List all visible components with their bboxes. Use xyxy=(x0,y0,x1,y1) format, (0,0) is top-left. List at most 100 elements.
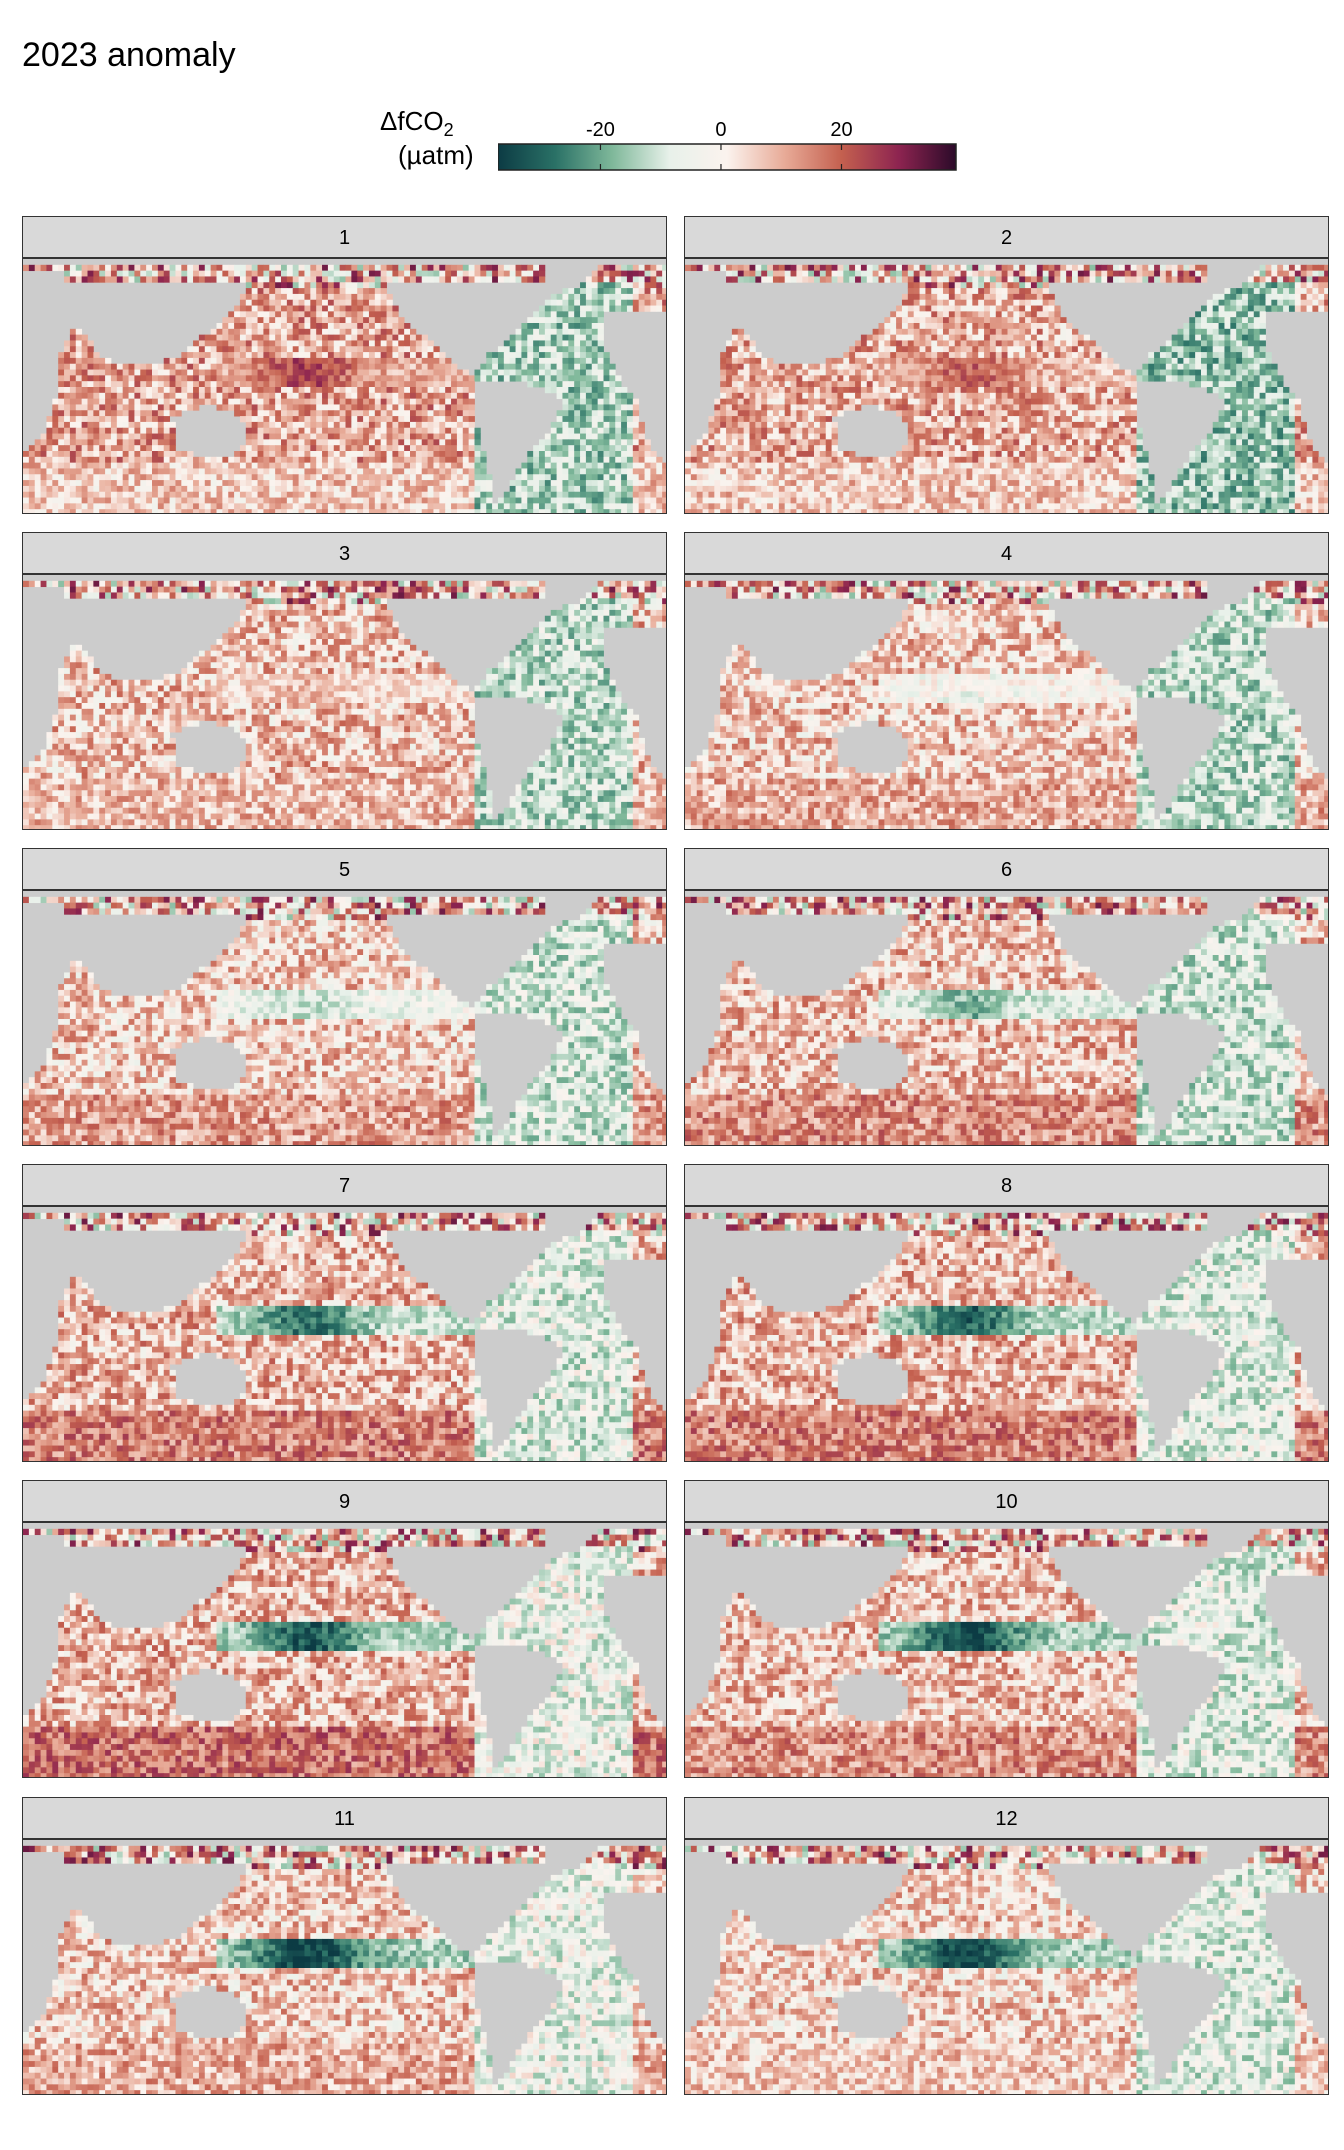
anomaly-cell xyxy=(626,497,634,504)
anomaly-cell xyxy=(621,462,628,469)
anomaly-cell xyxy=(368,421,376,429)
anomaly-cell xyxy=(1288,288,1296,295)
anomaly-cell xyxy=(445,456,452,464)
anomaly-cell xyxy=(251,398,258,405)
anomaly-cell xyxy=(58,381,65,388)
anomaly-cell xyxy=(1259,282,1266,289)
anomaly-cell xyxy=(234,404,241,411)
anomaly-cell xyxy=(351,421,358,429)
anomaly-cell xyxy=(480,468,487,475)
anomaly-cell xyxy=(116,474,124,481)
anomaly-cell xyxy=(404,456,411,464)
anomaly-cell xyxy=(64,503,71,510)
anomaly-cell xyxy=(140,427,147,434)
anomaly-cell xyxy=(69,497,77,504)
anomaly-cell xyxy=(263,299,270,306)
anomaly-cell xyxy=(445,363,452,370)
anomaly-cell xyxy=(1107,357,1114,365)
anomaly-cell xyxy=(539,357,546,365)
anomaly-cell xyxy=(474,462,481,469)
anomaly-cell xyxy=(99,357,106,365)
anomaly-cell xyxy=(650,282,657,289)
anomaly-cell xyxy=(978,328,985,336)
anomaly-cell xyxy=(152,416,159,423)
anomaly-cell xyxy=(363,264,370,272)
anomaly-cell xyxy=(984,375,991,382)
anomaly-cell xyxy=(415,375,423,382)
anomaly-cell xyxy=(562,288,569,295)
anomaly-cell xyxy=(995,340,1003,347)
anomaly-cell xyxy=(339,503,346,510)
anomaly-cell xyxy=(966,276,973,283)
anomaly-cell xyxy=(152,410,159,417)
anomaly-cell xyxy=(322,346,329,353)
anomaly-cell xyxy=(597,462,604,469)
anomaly-cell xyxy=(609,421,616,429)
anomaly-cell xyxy=(128,410,135,417)
anomaly-cell xyxy=(327,357,335,365)
anomaly-cell xyxy=(310,334,317,341)
anomaly-cell xyxy=(585,346,593,353)
anomaly-cell xyxy=(591,387,599,394)
anomaly-cell xyxy=(585,503,593,510)
anomaly-cell xyxy=(1019,369,1026,376)
anomaly-cell xyxy=(755,357,762,365)
anomaly-cell xyxy=(609,288,616,295)
anomaly-cell xyxy=(1300,276,1307,283)
anomaly-cell xyxy=(433,410,440,417)
anomaly-cell xyxy=(251,497,258,504)
anomaly-cell xyxy=(650,288,657,295)
anomaly-cell xyxy=(609,491,616,498)
anomaly-cell xyxy=(456,398,464,405)
anomaly-cell xyxy=(1171,352,1178,359)
anomaly-cell xyxy=(327,323,335,330)
anomaly-cell xyxy=(1283,276,1290,283)
anomaly-cell xyxy=(333,363,341,370)
anomaly-cell xyxy=(972,299,979,306)
anomaly-cell xyxy=(521,363,528,370)
anomaly-cell xyxy=(116,381,124,388)
anomaly-cell xyxy=(544,468,552,475)
anomaly-cell xyxy=(181,270,188,277)
anomaly-cell xyxy=(767,381,774,388)
anomaly-cell xyxy=(228,346,235,353)
anomaly-cell xyxy=(1066,357,1073,365)
anomaly-cell xyxy=(989,276,997,283)
anomaly-cell xyxy=(1312,293,1319,301)
anomaly-cell xyxy=(1077,346,1085,353)
anomaly-cell xyxy=(304,410,311,417)
anomaly-cell xyxy=(1095,270,1102,277)
anomaly-cell xyxy=(609,416,616,423)
anomaly-cell xyxy=(445,497,452,504)
anomaly-cell xyxy=(1083,334,1090,341)
anomaly-cell xyxy=(380,433,387,440)
anomaly-cell xyxy=(650,276,657,283)
anomaly-cell xyxy=(368,462,376,469)
anomaly-cell xyxy=(374,509,382,513)
anomaly-cell xyxy=(638,276,645,283)
anomaly-cell xyxy=(462,456,470,464)
anomaly-cell xyxy=(69,346,77,353)
anomaly-cell xyxy=(978,334,985,341)
anomaly-cell xyxy=(187,404,194,411)
anomaly-cell xyxy=(198,340,206,347)
anomaly-cell xyxy=(410,427,417,434)
anomaly-cell xyxy=(445,421,452,429)
anomaly-cell xyxy=(105,276,112,283)
anomaly-cell xyxy=(907,346,915,353)
anomaly-cell xyxy=(1019,299,1026,306)
anomaly-cell xyxy=(210,264,217,272)
anomaly-cell xyxy=(81,485,88,493)
anomaly-cell xyxy=(386,276,393,283)
anomaly-cell xyxy=(767,387,774,394)
anomaly-cell xyxy=(34,468,41,475)
anomaly-cell xyxy=(456,392,464,400)
anomaly-cell xyxy=(64,497,71,504)
anomaly-cell xyxy=(298,323,305,330)
anomaly-cell xyxy=(1083,270,1090,277)
anomaly-cell xyxy=(1019,293,1026,301)
anomaly-cell xyxy=(1077,357,1085,365)
anomaly-cell xyxy=(40,474,47,481)
anomaly-cell xyxy=(122,363,129,370)
anomaly-cell xyxy=(931,282,938,289)
